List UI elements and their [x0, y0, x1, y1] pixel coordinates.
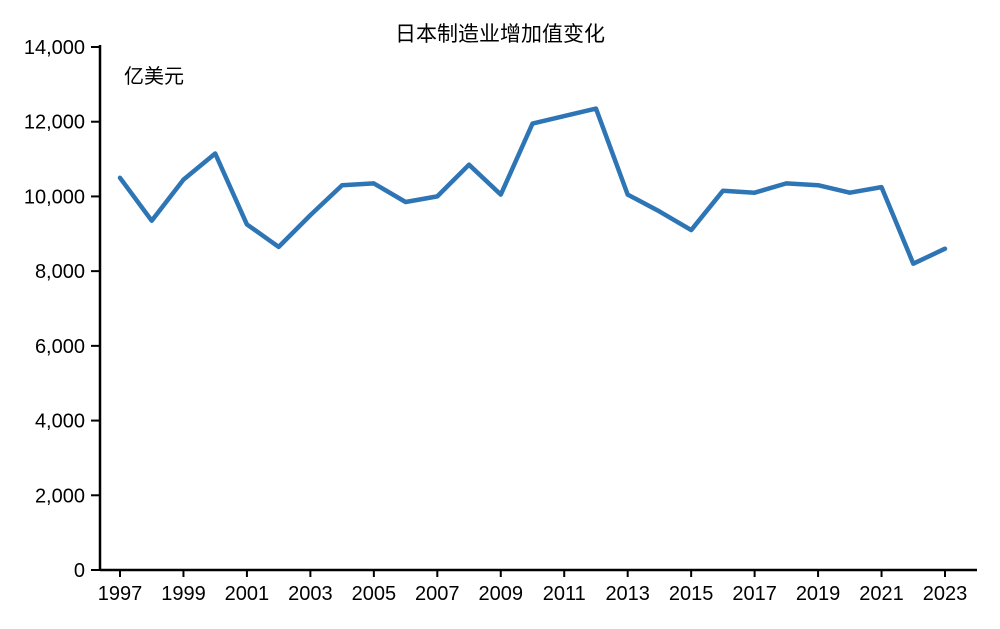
y-axis-tick-label: 8,000 — [35, 261, 85, 283]
x-axis-tick-label: 2003 — [288, 583, 333, 605]
x-axis-tick-label: 2007 — [415, 583, 460, 605]
x-axis-tick-label: 1999 — [161, 583, 206, 605]
x-axis-tick-label: 2001 — [225, 583, 270, 605]
x-axis-tick-label: 2021 — [859, 583, 904, 605]
y-axis-tick-label: 12,000 — [24, 112, 85, 134]
y-axis-unit-label: 亿美元 — [124, 66, 184, 88]
y-axis-tick-label: 2,000 — [35, 485, 85, 507]
x-axis-tick-label: 2015 — [669, 583, 714, 605]
y-axis-tick-label: 6,000 — [35, 336, 85, 358]
x-axis-tick-label: 2011 — [543, 583, 586, 605]
x-axis-tick-label: 2017 — [732, 583, 777, 605]
data-series-line — [117, 106, 948, 266]
y-axis-tick-label: 4,000 — [35, 411, 85, 433]
y-axis-tick-label: 0 — [74, 560, 85, 582]
x-axis-tick-label: 2019 — [796, 583, 841, 605]
x-axis-tick-label: 2023 — [923, 583, 968, 605]
x-axis-tick-label: 2013 — [605, 583, 650, 605]
x-axis-tick-label: 1997 — [98, 583, 143, 605]
x-axis-tick-label: 2009 — [479, 583, 524, 605]
chart-title: 日本制造业增加值变化 — [395, 23, 605, 46]
y-axis-tick-label: 10,000 — [24, 186, 85, 208]
y-axis-tick-label: 14,000 — [24, 37, 85, 59]
x-axis-tick-label: 2005 — [352, 583, 397, 605]
